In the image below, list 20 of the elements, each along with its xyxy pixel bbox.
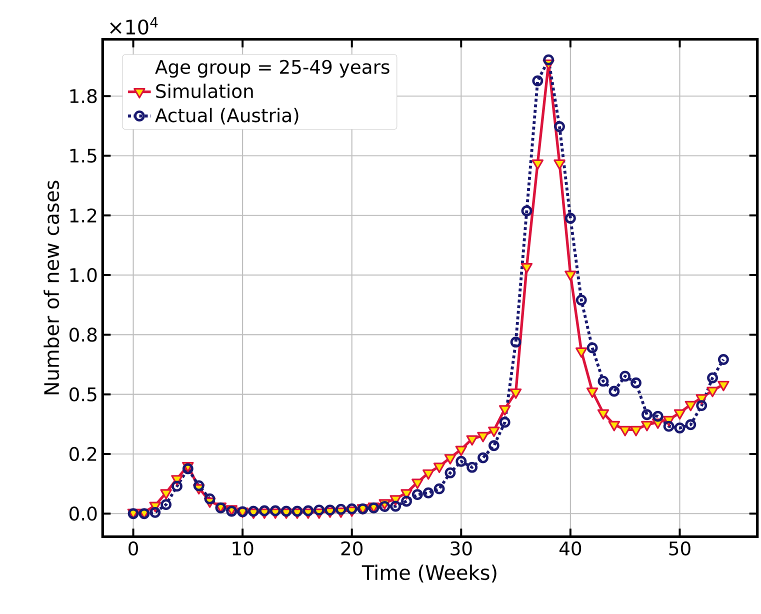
y-tick-label: 0.2 xyxy=(70,446,96,462)
x-tick-label: 50 xyxy=(669,541,690,556)
x-tick-label: 20 xyxy=(341,541,362,556)
y-tick-label: 0.0 xyxy=(70,506,97,521)
y-tick-label: 1.8 xyxy=(70,89,97,104)
text: ×10$^{4}$ xyxy=(110,17,158,35)
legend-label: Actual (Austria) xyxy=(155,108,298,125)
y-tick-label: 1.0 xyxy=(70,268,97,282)
y-tick-label: 0.8 xyxy=(70,328,97,342)
y-tick-label: 0.5 xyxy=(70,387,96,402)
x-tick-label: 40 xyxy=(559,541,582,556)
legend-label: Simulation xyxy=(156,84,253,98)
y-axis-title: Number of new cases xyxy=(44,180,60,394)
x-axis-title: Time (Weeks) xyxy=(362,564,496,582)
legend-title: Age group = 25-49 years xyxy=(155,60,390,78)
y-tick-label: 1.5 xyxy=(70,148,96,163)
x-tick-label: 0 xyxy=(128,541,138,556)
x-tick-label: 10 xyxy=(232,541,254,556)
y-tick-label: 1.2 xyxy=(70,208,96,222)
x-tick-label: 30 xyxy=(450,541,472,556)
